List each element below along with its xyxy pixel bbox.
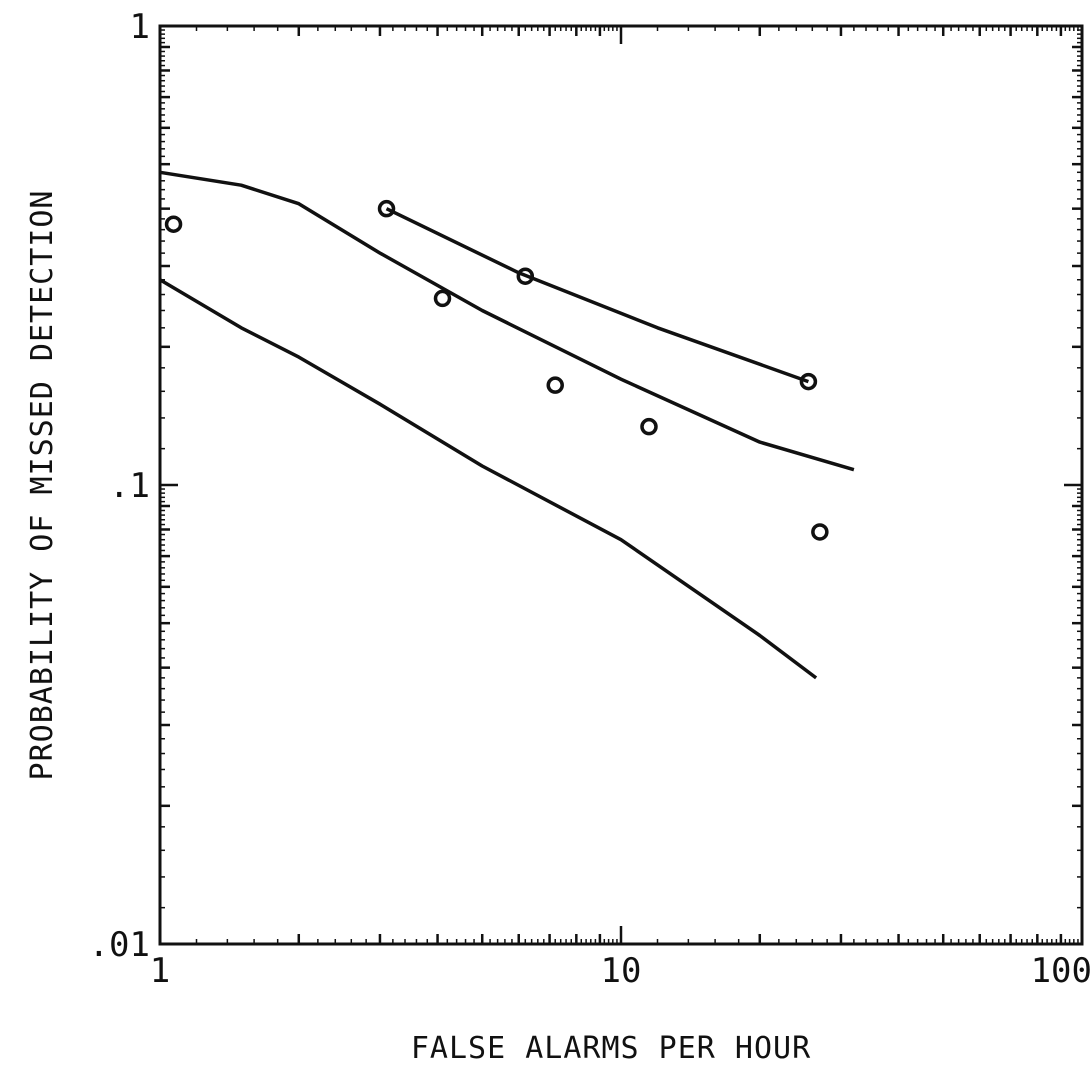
series-line-3 [385, 207, 809, 384]
data-point [377, 199, 396, 218]
x-tick-label: 10 [601, 951, 642, 991]
data-point [799, 372, 818, 391]
data-point [433, 289, 452, 308]
data-point [516, 267, 535, 285]
data-point [811, 523, 829, 541]
data-point [546, 376, 564, 394]
series-line-2 [159, 278, 818, 680]
series-lines [159, 170, 855, 680]
x-tick-label: 100 [1031, 951, 1092, 991]
y-tick-label: .1 [109, 466, 150, 506]
tick-labels: 1 10 100 1 .1 .01 [89, 7, 1092, 991]
series-line-1 [159, 170, 855, 472]
axis-ticks [158, 26, 1082, 946]
data-point [640, 417, 658, 436]
plot-frame [158, 24, 1084, 946]
y-tick-label: .01 [89, 925, 150, 965]
data-point [164, 215, 183, 233]
x-tick-label: 1 [150, 951, 170, 991]
x-axis-label: FALSE ALARMS PER HOUR [411, 1031, 811, 1066]
y-tick-label: 1 [130, 7, 150, 47]
data-points [164, 199, 829, 541]
y-axis-label: PROBABILITY OF MISSED DETECTION [25, 190, 60, 781]
